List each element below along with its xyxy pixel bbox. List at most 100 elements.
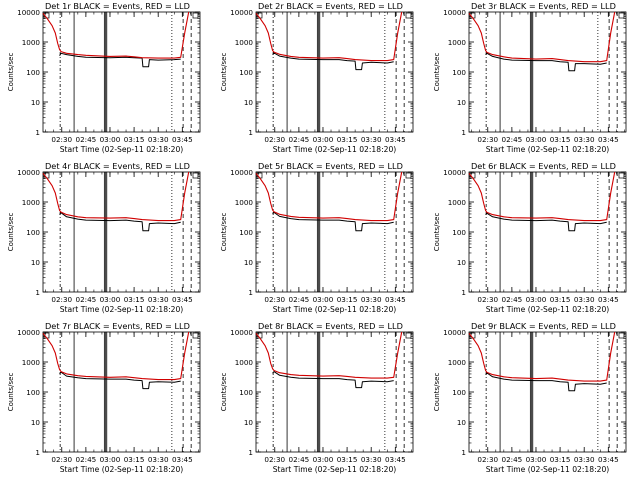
y-axis-label: Counts/sec	[220, 373, 228, 412]
x-tick-label: 02:30	[51, 295, 72, 304]
x-tick-label: 03:45	[172, 135, 193, 144]
plot-frame	[468, 331, 627, 453]
x-tick-label: 03:45	[385, 135, 406, 144]
y-axis-label: Counts/sec	[220, 213, 228, 252]
x-tick-label: 03:30	[574, 295, 595, 304]
corner-box-right	[618, 172, 625, 179]
corner-box-right	[405, 12, 412, 19]
x-tick-label: 02:30	[264, 455, 285, 464]
y-tick-label: 1	[35, 128, 40, 137]
plot-frame	[42, 171, 201, 293]
series-line-events	[485, 212, 607, 232]
y-tick-label: 10000	[17, 8, 40, 17]
x-tick-label: 03:45	[385, 295, 406, 304]
series-line-events	[272, 371, 394, 389]
y-tick-label: 1000	[448, 198, 467, 207]
corner-box-right	[618, 12, 625, 19]
y-tick-label: 1	[35, 448, 40, 457]
y-tick-label: 10000	[443, 168, 466, 177]
plot-frame	[255, 11, 414, 133]
chart-panel-9: Det 9r BLACK = Events, RED = LLD 1 10 100 10…	[433, 321, 627, 474]
x-tick-label: 03:45	[598, 135, 619, 144]
series-line-lld	[255, 171, 403, 222]
y-tick-label: 1000	[22, 38, 41, 47]
x-tick-label: 02:45	[76, 295, 97, 304]
y-tick-label: 1	[35, 288, 40, 297]
chart-title: Det 8r BLACK = Events, RED = LLD	[258, 321, 403, 331]
x-tick-label: 03:00	[526, 295, 547, 304]
y-axis-label: Counts/sec	[7, 213, 15, 252]
y-axis-label: Counts/sec	[7, 53, 15, 92]
y-tick-label: 10	[244, 258, 254, 267]
chart-panel-1: Det 1r BLACK = Events, RED = LLD 1 10 100 10…	[7, 1, 201, 154]
y-tick-label: 100	[452, 228, 466, 237]
y-axis-label: Counts/sec	[433, 53, 441, 92]
y-tick-label: 100	[26, 68, 40, 77]
corner-box-right	[192, 12, 199, 19]
x-tick-label: 03:45	[598, 295, 619, 304]
y-tick-label: 1000	[235, 198, 254, 207]
plot-frame	[255, 331, 414, 453]
y-tick-label: 100	[239, 228, 253, 237]
x-tick-label: 03:00	[526, 135, 547, 144]
x-tick-label: 02:45	[289, 135, 310, 144]
y-tick-label: 1000	[22, 198, 41, 207]
y-tick-label: 1	[248, 128, 253, 137]
x-tick-label: 03:15	[124, 295, 145, 304]
x-axis-label: Start Time (02-Sep-11 02:18:20)	[273, 145, 397, 154]
x-tick-label: 03:00	[526, 455, 547, 464]
x-tick-label: 03:30	[574, 455, 595, 464]
chart-title: Det 7r BLACK = Events, RED = LLD	[45, 321, 190, 331]
y-tick-label: 1	[461, 288, 466, 297]
series-line-events	[485, 52, 607, 72]
x-tick-label: 03:15	[337, 135, 358, 144]
x-axis-label: Start Time (02-Sep-11 02:18:20)	[486, 305, 610, 314]
x-tick-label: 03:30	[574, 135, 595, 144]
chart-panel-3: Det 3r BLACK = Events, RED = LLD 1 10 100 10…	[433, 1, 627, 154]
series-line-events	[59, 371, 181, 390]
chart-title: Det 1r BLACK = Events, RED = LLD	[45, 1, 190, 11]
plot-frame	[42, 331, 201, 453]
y-tick-label: 100	[239, 388, 253, 397]
y-tick-label: 10	[31, 258, 41, 267]
series-line-lld	[42, 11, 190, 59]
y-tick-label: 10	[31, 418, 41, 427]
corner-box-right	[405, 172, 412, 179]
chart-title: Det 9r BLACK = Events, RED = LLD	[471, 321, 616, 331]
x-axis-label: Start Time (02-Sep-11 02:18:20)	[273, 305, 397, 314]
x-tick-label: 02:45	[502, 135, 523, 144]
y-tick-label: 10000	[443, 8, 466, 17]
series-line-events	[272, 211, 394, 232]
y-tick-label: 10000	[230, 328, 253, 337]
x-tick-label: 03:30	[361, 295, 382, 304]
y-tick-label: 10	[457, 98, 467, 107]
y-tick-label: 1000	[448, 38, 467, 47]
chart-title: Det 3r BLACK = Events, RED = LLD	[471, 1, 616, 11]
x-tick-label: 03:45	[172, 295, 193, 304]
x-tick-label: 02:30	[477, 455, 498, 464]
x-tick-label: 03:15	[124, 135, 145, 144]
x-axis-label: Start Time (02-Sep-11 02:18:20)	[273, 465, 397, 474]
series-line-lld	[468, 331, 616, 382]
chart-panel-2: Det 2r BLACK = Events, RED = LLD 1 10 100 10…	[220, 1, 414, 154]
corner-box-right	[192, 332, 199, 339]
x-tick-label: 02:30	[477, 135, 498, 144]
chart-panel-6: Det 6r BLACK = Events, RED = LLD 1 10 100 10…	[433, 161, 627, 314]
x-axis-label: Start Time (02-Sep-11 02:18:20)	[60, 145, 184, 154]
x-tick-label: 03:15	[337, 455, 358, 464]
x-tick-label: 03:00	[100, 135, 121, 144]
corner-box-right	[192, 172, 199, 179]
x-axis-label: Start Time (02-Sep-11 02:18:20)	[486, 465, 610, 474]
y-tick-label: 10	[244, 418, 254, 427]
y-tick-label: 10	[244, 98, 254, 107]
x-tick-label: 03:30	[148, 455, 169, 464]
series-line-events	[59, 52, 181, 68]
plot-frame	[468, 11, 627, 133]
series-line-lld	[255, 331, 403, 379]
y-axis-label: Counts/sec	[433, 373, 441, 412]
x-tick-label: 03:00	[100, 295, 121, 304]
plot-frame	[42, 11, 201, 133]
y-tick-label: 1	[248, 288, 253, 297]
x-tick-label: 03:15	[550, 295, 571, 304]
